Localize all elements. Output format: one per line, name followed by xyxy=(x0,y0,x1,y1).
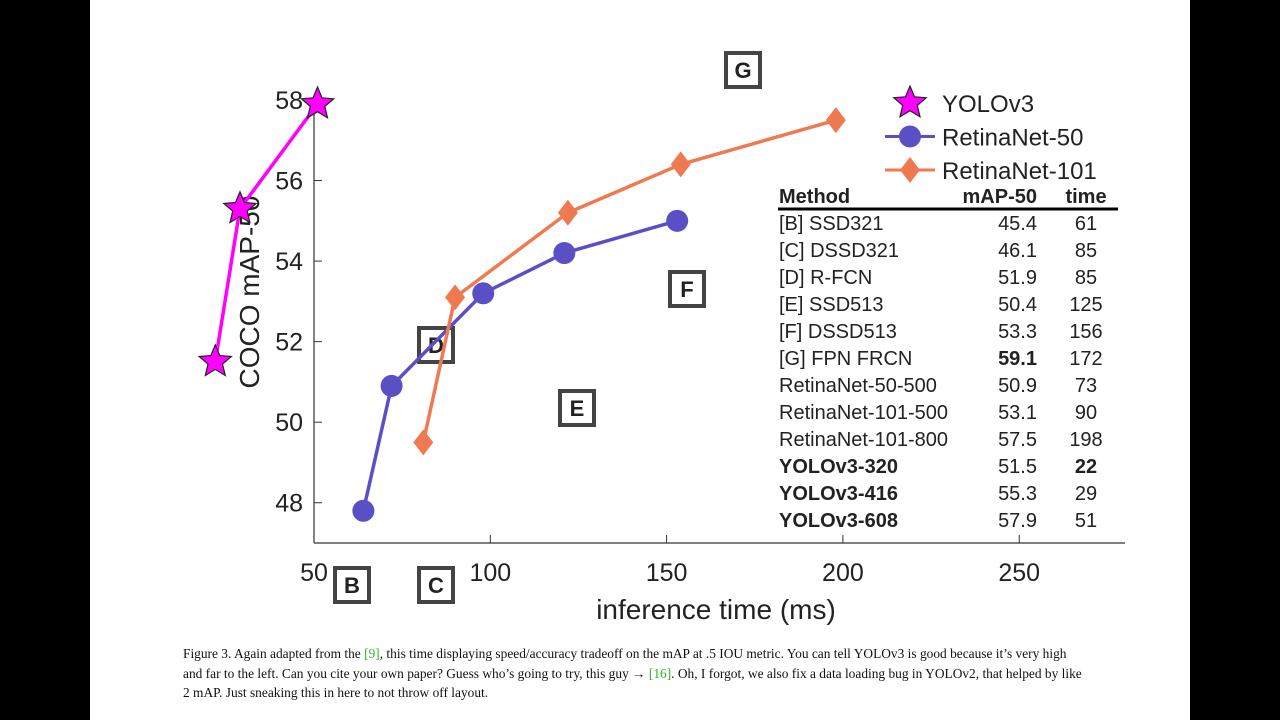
table-cell: 156 xyxy=(1069,321,1102,343)
table-cell: 172 xyxy=(1069,348,1102,370)
legend-marker xyxy=(892,84,928,119)
y-tick-label: 58 xyxy=(275,87,303,115)
table-cell: [E] SSD513 xyxy=(779,294,884,316)
figure-caption: Figure 3. Again adapted from the [9], th… xyxy=(183,644,1083,703)
table-cell: RetinaNet-101-800 xyxy=(779,429,948,451)
table-cell: YOLOv3-320 xyxy=(779,456,898,478)
annotation-label: E xyxy=(570,396,585,421)
y-tick-label: 56 xyxy=(275,168,303,196)
table-cell: 51.9 xyxy=(998,267,1037,289)
table-cell: 85 xyxy=(1075,240,1097,262)
table-cell: 59.1 xyxy=(998,348,1037,370)
circle-marker xyxy=(666,209,689,232)
annotation-box xyxy=(333,566,371,604)
table-cell: 53.3 xyxy=(998,321,1037,343)
star-marker xyxy=(222,190,258,224)
table-cell: [F] DSSD513 xyxy=(779,321,897,343)
table-cell: [C] DSSD321 xyxy=(779,240,899,262)
table-cell: [G] FPN FRCN xyxy=(779,348,912,370)
table-cell: 22 xyxy=(1075,456,1097,478)
table-cell: 90 xyxy=(1075,402,1097,424)
table-cell: 57.5 xyxy=(998,429,1037,451)
circle-marker xyxy=(472,282,495,305)
circle-marker xyxy=(352,499,375,522)
diamond-marker xyxy=(445,284,466,311)
annotation-label: C xyxy=(428,573,444,598)
y-tick-label: 50 xyxy=(275,409,303,437)
legend-marker xyxy=(899,125,921,148)
table-cell: 46.1 xyxy=(998,240,1037,262)
circle-marker xyxy=(380,374,403,397)
x-tick-label: 200 xyxy=(822,559,864,587)
y-tick-label: 48 xyxy=(275,490,303,518)
table-cell: 57.9 xyxy=(998,510,1037,532)
caption-text: Figure 3. Again adapted from the xyxy=(183,646,365,661)
legend-marker xyxy=(900,157,920,183)
table-cell: 29 xyxy=(1075,483,1097,505)
table-cell: 53.1 xyxy=(998,402,1037,424)
table-cell: 61 xyxy=(1075,213,1097,235)
table-cell: [B] SSD321 xyxy=(779,213,884,235)
series-line xyxy=(213,102,319,363)
table-cell: 45.4 xyxy=(998,213,1037,235)
diamond-marker xyxy=(413,429,434,456)
x-tick-label: 50 xyxy=(300,559,328,587)
x-axis-label: inference time (ms) xyxy=(596,594,836,625)
table-header: time xyxy=(1065,186,1106,208)
table-cell: 73 xyxy=(1075,375,1097,397)
annotation-label: B xyxy=(344,573,360,598)
x-tick-label: 150 xyxy=(646,559,688,587)
table-cell: RetinaNet-50-500 xyxy=(779,375,937,397)
citation-link[interactable]: [16] xyxy=(648,665,672,681)
table-cell: 125 xyxy=(1069,294,1102,316)
star-marker xyxy=(299,85,336,120)
series-line xyxy=(421,118,837,443)
annotation-label: F xyxy=(680,277,693,302)
annotation-box xyxy=(668,270,706,308)
table-cell: 51 xyxy=(1075,510,1097,532)
table-cell: YOLOv3-608 xyxy=(779,510,898,532)
x-tick-label: 100 xyxy=(469,559,511,587)
circle-marker xyxy=(553,242,576,265)
series-line xyxy=(361,219,678,512)
table-header: mAP-50 xyxy=(963,186,1037,208)
table-cell: 50.9 xyxy=(998,375,1037,397)
table-cell: 198 xyxy=(1069,429,1102,451)
annotation-box xyxy=(724,51,762,89)
annotation-box xyxy=(417,326,455,364)
diamond-marker xyxy=(825,107,846,134)
diamond-marker xyxy=(670,151,691,178)
x-tick-label: 250 xyxy=(998,559,1040,587)
legend-label: RetinaNet-101 xyxy=(942,158,1097,185)
caption-text: . Oh, I forgot, we also fix a data loadi… xyxy=(183,665,1082,701)
star-marker xyxy=(197,343,233,377)
table-cell: 55.3 xyxy=(998,483,1037,505)
y-axis-label: COCO mAP-50 xyxy=(234,196,265,389)
table-cell: 50.4 xyxy=(998,294,1037,316)
caption-text: , this time displaying speed/accuracy tr… xyxy=(183,646,1067,681)
y-tick-label: 52 xyxy=(275,329,303,357)
paper-page xyxy=(90,0,1190,720)
citation-link[interactable]: [9] xyxy=(364,646,380,661)
diamond-marker xyxy=(557,199,578,226)
table-cell: RetinaNet-101-500 xyxy=(779,402,948,424)
y-tick-label: 54 xyxy=(275,248,303,276)
table-header: Method xyxy=(779,186,850,208)
table-cell: YOLOv3-416 xyxy=(779,483,898,505)
legend-label: RetinaNet-50 xyxy=(942,125,1083,152)
annotation-box xyxy=(558,389,596,427)
annotation-label: G xyxy=(734,58,751,83)
annotation-box xyxy=(417,566,455,604)
figure: 50 100 150 200 250 48 50 52 54 56 58 inference time… xyxy=(197,51,1125,625)
table-cell: [D] R-FCN xyxy=(779,267,872,289)
legend-label: YOLOv3 xyxy=(942,91,1034,118)
table-cell: 85 xyxy=(1075,267,1097,289)
table-cell: 51.5 xyxy=(998,456,1037,478)
